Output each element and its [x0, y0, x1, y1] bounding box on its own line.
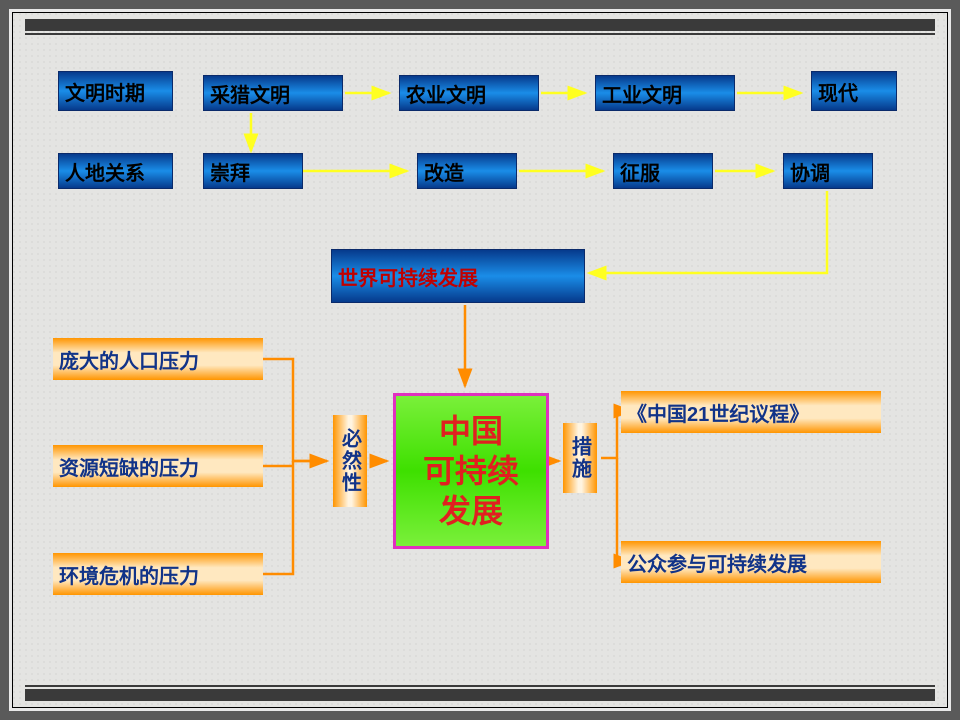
rel-label: 人地关系 — [65, 157, 145, 186]
era-modern-box: 现代 — [811, 71, 897, 111]
china-sustain-box: 中国 可持续 发展 — [393, 393, 549, 549]
agenda21-box: 《中国21世纪议程》 — [621, 391, 881, 433]
slide-canvas: 文明时期 采猎文明 农业文明 工业文明 现代 人地关系 崇拜 改造 征服 协调 … — [13, 13, 947, 707]
pressure-environment: 环境危机的压力 — [59, 560, 199, 589]
era-label-box: 文明时期 — [58, 71, 173, 111]
rel-worship-box: 崇拜 — [203, 153, 303, 189]
measures-box: 措施 — [563, 423, 597, 493]
public-engage: 公众参与可持续发展 — [627, 548, 807, 577]
pressure-population: 庞大的人口压力 — [59, 345, 199, 374]
pressure-environment-box: 环境危机的压力 — [53, 553, 263, 595]
pressure-resource-box: 资源短缺的压力 — [53, 445, 263, 487]
rel-harmony: 协调 — [790, 157, 830, 186]
necessity-box: 必然性 — [333, 415, 367, 507]
world-sustain: 世界可持续发展 — [338, 262, 478, 291]
agenda21: 《中国21世纪议程》 — [627, 398, 809, 427]
slide-frame: 文明时期 采猎文明 农业文明 工业文明 现代 人地关系 崇拜 改造 征服 协调 … — [0, 0, 960, 720]
era-agriculture-box: 农业文明 — [399, 75, 539, 111]
public-engage-box: 公众参与可持续发展 — [621, 541, 881, 583]
era-label: 文明时期 — [65, 77, 145, 106]
pressure-resource: 资源短缺的压力 — [59, 452, 199, 481]
rel-harmony-box: 协调 — [783, 153, 873, 189]
bottom-bar-thick — [25, 689, 935, 701]
top-bar-thin — [25, 33, 935, 35]
measures-label: 措施 — [566, 436, 595, 480]
pressure-population-box: 庞大的人口压力 — [53, 338, 263, 380]
rel-reform-box: 改造 — [417, 153, 517, 189]
world-sustain-box: 世界可持续发展 — [331, 249, 585, 303]
rel-conquer-box: 征服 — [613, 153, 713, 189]
rel-conquer: 征服 — [620, 157, 660, 186]
bottom-bar-thin — [25, 685, 935, 687]
slide-border: 文明时期 采猎文明 农业文明 工业文明 现代 人地关系 崇拜 改造 征服 协调 … — [12, 12, 948, 708]
era-hunting: 采猎文明 — [210, 79, 290, 108]
era-agriculture: 农业文明 — [406, 79, 486, 108]
rel-label-box: 人地关系 — [58, 153, 173, 189]
era-industry-box: 工业文明 — [595, 75, 735, 111]
rel-worship: 崇拜 — [210, 157, 250, 186]
era-industry: 工业文明 — [602, 79, 682, 108]
china-sustain: 中国 可持续 发展 — [423, 411, 519, 531]
necessity-label: 必然性 — [336, 428, 365, 494]
era-hunting-box: 采猎文明 — [203, 75, 343, 111]
era-modern: 现代 — [818, 77, 858, 106]
top-bar-thick — [25, 19, 935, 31]
rel-reform: 改造 — [424, 157, 464, 186]
